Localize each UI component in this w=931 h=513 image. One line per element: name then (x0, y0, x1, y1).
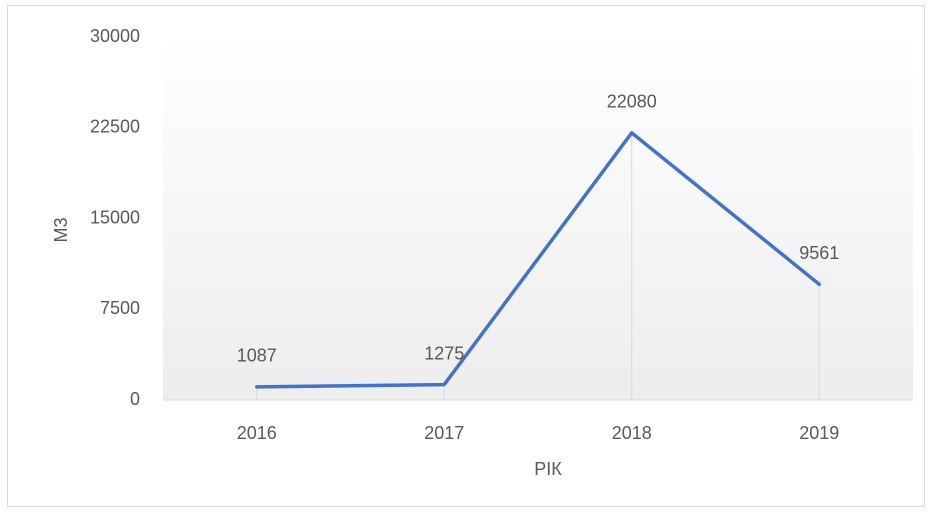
x-tick-label: 2019 (799, 423, 839, 443)
y-tick-label: 7500 (100, 298, 140, 318)
y-tick-label: 15000 (90, 207, 140, 227)
data-label: 22080 (607, 92, 657, 112)
y-axis-label: М3 (51, 217, 71, 242)
x-tick-label: 2017 (424, 423, 464, 443)
y-tick-label: 0 (130, 389, 140, 409)
y-tick-label: 30000 (90, 26, 140, 46)
y-tick-label: 22500 (90, 117, 140, 137)
x-tick-label: 2018 (612, 423, 652, 443)
data-label: 9561 (799, 243, 839, 263)
data-label: 1087 (237, 346, 277, 366)
data-line (255, 131, 821, 389)
x-tick-label: 2016 (237, 423, 277, 443)
x-axis-label: РІК (534, 459, 562, 479)
data-label: 1275 (424, 343, 464, 363)
plot-area (163, 37, 913, 400)
